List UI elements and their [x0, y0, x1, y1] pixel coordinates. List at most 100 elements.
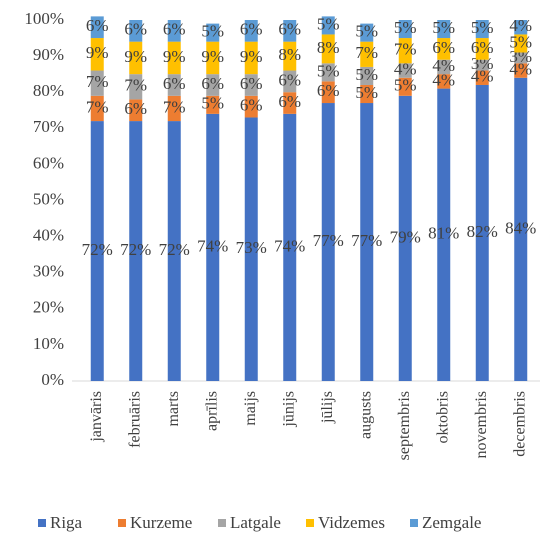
data-label: 79% — [390, 227, 421, 246]
y-tick-label: 0% — [41, 370, 64, 389]
data-label: 9% — [124, 47, 147, 66]
x-tick-label: jūlijs — [319, 391, 336, 424]
bar-segment — [167, 74, 181, 96]
bar-segment — [321, 81, 335, 104]
legend-label: Vidzemes — [318, 513, 385, 532]
y-tick-label: 90% — [33, 45, 64, 64]
bar-segment — [90, 16, 104, 39]
bar-segment — [360, 84, 374, 104]
data-label: 4% — [432, 56, 455, 75]
legend-label: Zemgale — [422, 513, 481, 532]
data-label: 5% — [432, 18, 455, 37]
data-label: 6% — [317, 81, 340, 100]
data-label: 6% — [86, 16, 109, 35]
bar-segment — [360, 66, 374, 85]
x-tick-label: maijs — [242, 391, 259, 426]
x-tick-label: janvāris — [88, 391, 105, 443]
y-tick-label: 40% — [33, 226, 64, 245]
y-tick-label: 100% — [24, 9, 64, 28]
bar-segment — [437, 74, 451, 89]
bar-segment — [90, 70, 104, 96]
bar-segment — [206, 41, 220, 75]
bar-segment — [321, 34, 335, 64]
x-tick-label: oktobris — [434, 391, 451, 443]
bar-segment — [398, 77, 412, 96]
y-tick-label: 50% — [33, 189, 64, 208]
data-label: 5% — [509, 32, 532, 51]
data-label: 5% — [394, 18, 417, 37]
bar-segment — [244, 20, 258, 42]
y-tick-label: 20% — [33, 298, 64, 317]
bar-segment — [129, 41, 143, 75]
data-label: 6% — [278, 70, 301, 89]
data-label: 7% — [86, 72, 109, 91]
legend-swatch — [118, 519, 126, 527]
bar-segment — [437, 59, 451, 75]
bar-segment — [398, 95, 412, 381]
data-label: 4% — [394, 59, 417, 78]
data-label: 6% — [240, 96, 263, 115]
data-label: 84% — [505, 218, 536, 237]
data-label: 72% — [120, 240, 151, 259]
data-label: 6% — [278, 92, 301, 111]
x-tick-label: septembris — [396, 391, 413, 460]
data-label: 6% — [124, 99, 147, 118]
data-label: 6% — [163, 74, 186, 93]
bar-segment — [514, 63, 528, 78]
bar-segment — [321, 103, 335, 381]
data-label: 9% — [201, 47, 224, 66]
bar-segment — [475, 70, 489, 85]
bar-segment — [206, 74, 220, 96]
data-label: 5% — [317, 14, 340, 33]
data-label: 6% — [163, 20, 186, 39]
data-label: 6% — [278, 20, 301, 39]
bar-segment — [167, 41, 181, 75]
bar-segment — [129, 74, 143, 100]
data-label: 5% — [471, 18, 494, 37]
bar-segment — [360, 103, 374, 381]
bar-segment — [90, 38, 104, 71]
data-label: 77% — [351, 231, 382, 250]
data-label: 7% — [86, 97, 109, 116]
bar-segment — [283, 113, 297, 382]
bar-segment — [283, 41, 297, 71]
data-label: 72% — [82, 240, 113, 259]
bar-segment — [206, 23, 220, 42]
data-label: 6% — [240, 20, 263, 39]
bar-segment — [398, 20, 412, 39]
bar-segment — [360, 23, 374, 42]
data-label: 5% — [355, 83, 378, 102]
bar-segment — [475, 20, 489, 39]
bar-segment — [475, 59, 489, 71]
x-tick-label: decembris — [511, 391, 528, 457]
legend-swatch — [38, 519, 46, 527]
x-tick-label: novembris — [473, 391, 490, 459]
x-tick-label: marts — [165, 391, 182, 427]
y-tick-label: 60% — [33, 153, 64, 172]
data-label: 6% — [432, 38, 455, 57]
bar-segment — [398, 38, 412, 64]
bar-segment — [514, 20, 528, 35]
data-label: 5% — [201, 22, 224, 41]
bar-segment — [244, 41, 258, 75]
bar-segment — [437, 38, 451, 60]
data-label: 5% — [201, 94, 224, 113]
bar-segment — [321, 16, 335, 35]
bar-segment — [514, 34, 528, 53]
x-tick-label: aprīlis — [203, 391, 220, 431]
data-label: 81% — [428, 224, 459, 243]
data-label: 4% — [471, 67, 494, 86]
legend-label: Kurzeme — [130, 513, 192, 532]
data-label: 5% — [394, 76, 417, 95]
bar-segment — [283, 70, 297, 93]
legend-swatch — [410, 519, 418, 527]
bar-segment — [283, 20, 297, 42]
data-label: 6% — [201, 74, 224, 93]
y-tick-label: 80% — [33, 81, 64, 100]
bar-segment — [167, 95, 181, 122]
bar-segment — [475, 84, 489, 381]
legend-label: Latgale — [230, 513, 281, 532]
legend-swatch — [306, 519, 314, 527]
data-label: 9% — [86, 43, 109, 62]
